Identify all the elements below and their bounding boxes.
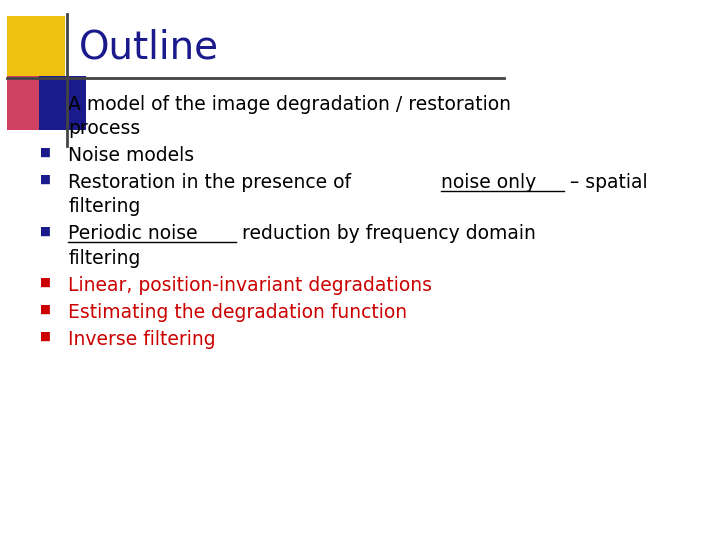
Text: ■: ■ bbox=[40, 225, 50, 238]
Text: ■: ■ bbox=[40, 303, 50, 316]
Text: ■: ■ bbox=[40, 330, 50, 343]
Text: filtering: filtering bbox=[68, 198, 141, 217]
Text: ■: ■ bbox=[40, 173, 50, 186]
Text: A model of the image degradation / restoration: A model of the image degradation / resto… bbox=[68, 94, 511, 113]
Bar bbox=[7, 76, 39, 130]
Text: Periodic noise: Periodic noise bbox=[68, 225, 198, 244]
Text: Outline: Outline bbox=[79, 29, 220, 66]
Text: noise only: noise only bbox=[441, 173, 536, 192]
Text: filtering: filtering bbox=[68, 249, 141, 268]
Bar bbox=[7, 16, 65, 78]
Text: – spatial: – spatial bbox=[564, 173, 648, 192]
Text: Inverse filtering: Inverse filtering bbox=[68, 330, 216, 349]
Text: ■: ■ bbox=[40, 146, 50, 159]
Text: reduction by frequency domain: reduction by frequency domain bbox=[235, 225, 536, 244]
Text: process: process bbox=[68, 119, 140, 138]
Text: Noise models: Noise models bbox=[68, 146, 194, 165]
Text: Estimating the degradation function: Estimating the degradation function bbox=[68, 303, 408, 322]
Text: ■: ■ bbox=[40, 276, 50, 289]
Text: Restoration in the presence of: Restoration in the presence of bbox=[68, 173, 357, 192]
Text: Linear, position-invariant degradations: Linear, position-invariant degradations bbox=[68, 276, 433, 295]
Bar bbox=[32, 76, 86, 130]
Text: ■: ■ bbox=[40, 94, 50, 107]
